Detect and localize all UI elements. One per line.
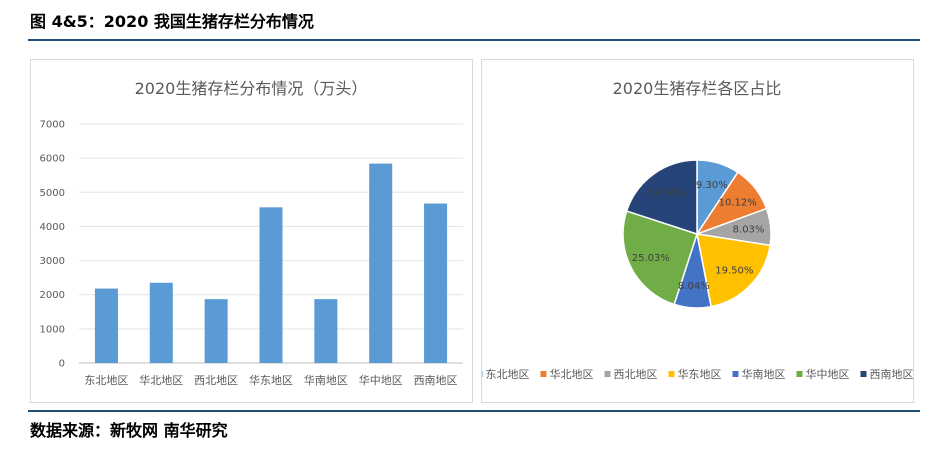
bar-chart-title: 2020生猪存栏分布情况（万头）: [135, 79, 368, 98]
pie-data-label: 10.12%: [719, 197, 757, 208]
legend-swatch: [668, 371, 675, 377]
pie-data-label: 8.03%: [733, 224, 765, 235]
legend-swatch: [796, 371, 803, 377]
pie-data-label: 19.50%: [715, 265, 753, 276]
x-category-label: 华东地区: [249, 373, 293, 387]
legend-swatch: [482, 371, 483, 377]
x-category-label: 华北地区: [139, 373, 183, 387]
bar-y-axis: 0 1000 2000 3000 4000 5000 6000 7000: [40, 120, 65, 370]
x-category-label: 华南地区: [304, 373, 348, 387]
y-tick-label: 3000: [40, 256, 65, 267]
bar: [314, 299, 338, 363]
pie-data-labels: 9.30% 10.12% 8.03% 19.50% 8.04% 25.03% 19.98%: [632, 180, 765, 292]
y-tick-label: 6000: [40, 154, 65, 165]
pie-chart-title: 2020生猪存栏各区占比: [613, 79, 782, 98]
pie-data-label: 8.04%: [678, 281, 710, 292]
x-category-label: 华中地区: [359, 373, 403, 387]
y-tick-label: 7000: [40, 120, 65, 131]
x-category-label: 西北地区: [194, 374, 238, 387]
y-tick-label: 5000: [40, 188, 65, 199]
legend-label: 华东地区: [678, 367, 722, 381]
bar-series: [94, 163, 448, 363]
legend-label: 华南地区: [742, 367, 786, 381]
pie-data-label: 19.98%: [648, 188, 686, 199]
top-rule: [28, 39, 920, 41]
bottom-rule: [28, 410, 920, 412]
bar: [94, 288, 118, 363]
pie-data-label: 25.03%: [632, 253, 670, 264]
bar: [149, 282, 173, 363]
y-tick-label: 2000: [40, 290, 65, 301]
pie-legend: 东北地区 华北地区 西北地区 华东地区 华南地区 华中地区 西南地区: [482, 367, 913, 381]
bar-x-axis: 东北地区 华北地区 西北地区 华东地区 华南地区 华中地区 西南地区: [84, 373, 457, 387]
pie-chart-panel: 2020生猪存栏各区占比 9.30% 10.12% 8.03% 19.50% 8.04%…: [481, 59, 914, 403]
bar: [369, 163, 393, 363]
pie-chart: 2020生猪存栏各区占比 9.30% 10.12% 8.03% 19.50% 8.04%…: [482, 79, 913, 381]
pie-slice: [625, 159, 698, 236]
pie-data-label: 9.30%: [696, 180, 728, 191]
legend-swatch: [732, 371, 739, 377]
y-tick-label: 1000: [40, 324, 65, 335]
bar-chart-panel: 2020生猪存栏分布情况（万头） 0 1000 2000 3000 4000 5000 60…: [30, 59, 473, 403]
legend-label: 西北地区: [614, 368, 658, 381]
legend-swatch: [860, 371, 867, 377]
bar: [424, 203, 448, 363]
source-note: 数据来源：新牧网 南华研究: [30, 421, 228, 440]
legend-swatch: [604, 371, 611, 377]
legend-label: 西南地区: [870, 368, 914, 381]
bar-chart: 2020生猪存栏分布情况（万头） 0 1000 2000 3000 4000 5000 60…: [40, 79, 463, 387]
legend-label: 东北地区: [486, 368, 530, 381]
bar: [204, 299, 228, 363]
bar: [259, 207, 283, 363]
pie-slices: [622, 159, 772, 309]
legend-label: 华北地区: [550, 367, 594, 381]
legend-label: 华中地区: [806, 367, 850, 381]
figure-title: 图 4&5：2020 我国生猪存栏分布情况: [30, 12, 314, 31]
y-tick-label: 0: [59, 359, 65, 370]
pie-slice: [696, 233, 771, 308]
x-category-label: 东北地区: [84, 374, 128, 387]
legend-swatch: [540, 371, 547, 377]
y-tick-label: 4000: [40, 222, 65, 233]
x-category-label: 西南地区: [414, 374, 458, 387]
pie-slice: [622, 210, 698, 306]
